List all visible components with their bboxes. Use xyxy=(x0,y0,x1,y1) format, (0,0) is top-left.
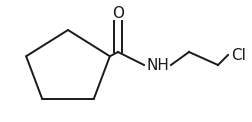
Text: Cl: Cl xyxy=(232,47,246,62)
Text: O: O xyxy=(112,6,124,21)
Text: NH: NH xyxy=(147,57,169,72)
